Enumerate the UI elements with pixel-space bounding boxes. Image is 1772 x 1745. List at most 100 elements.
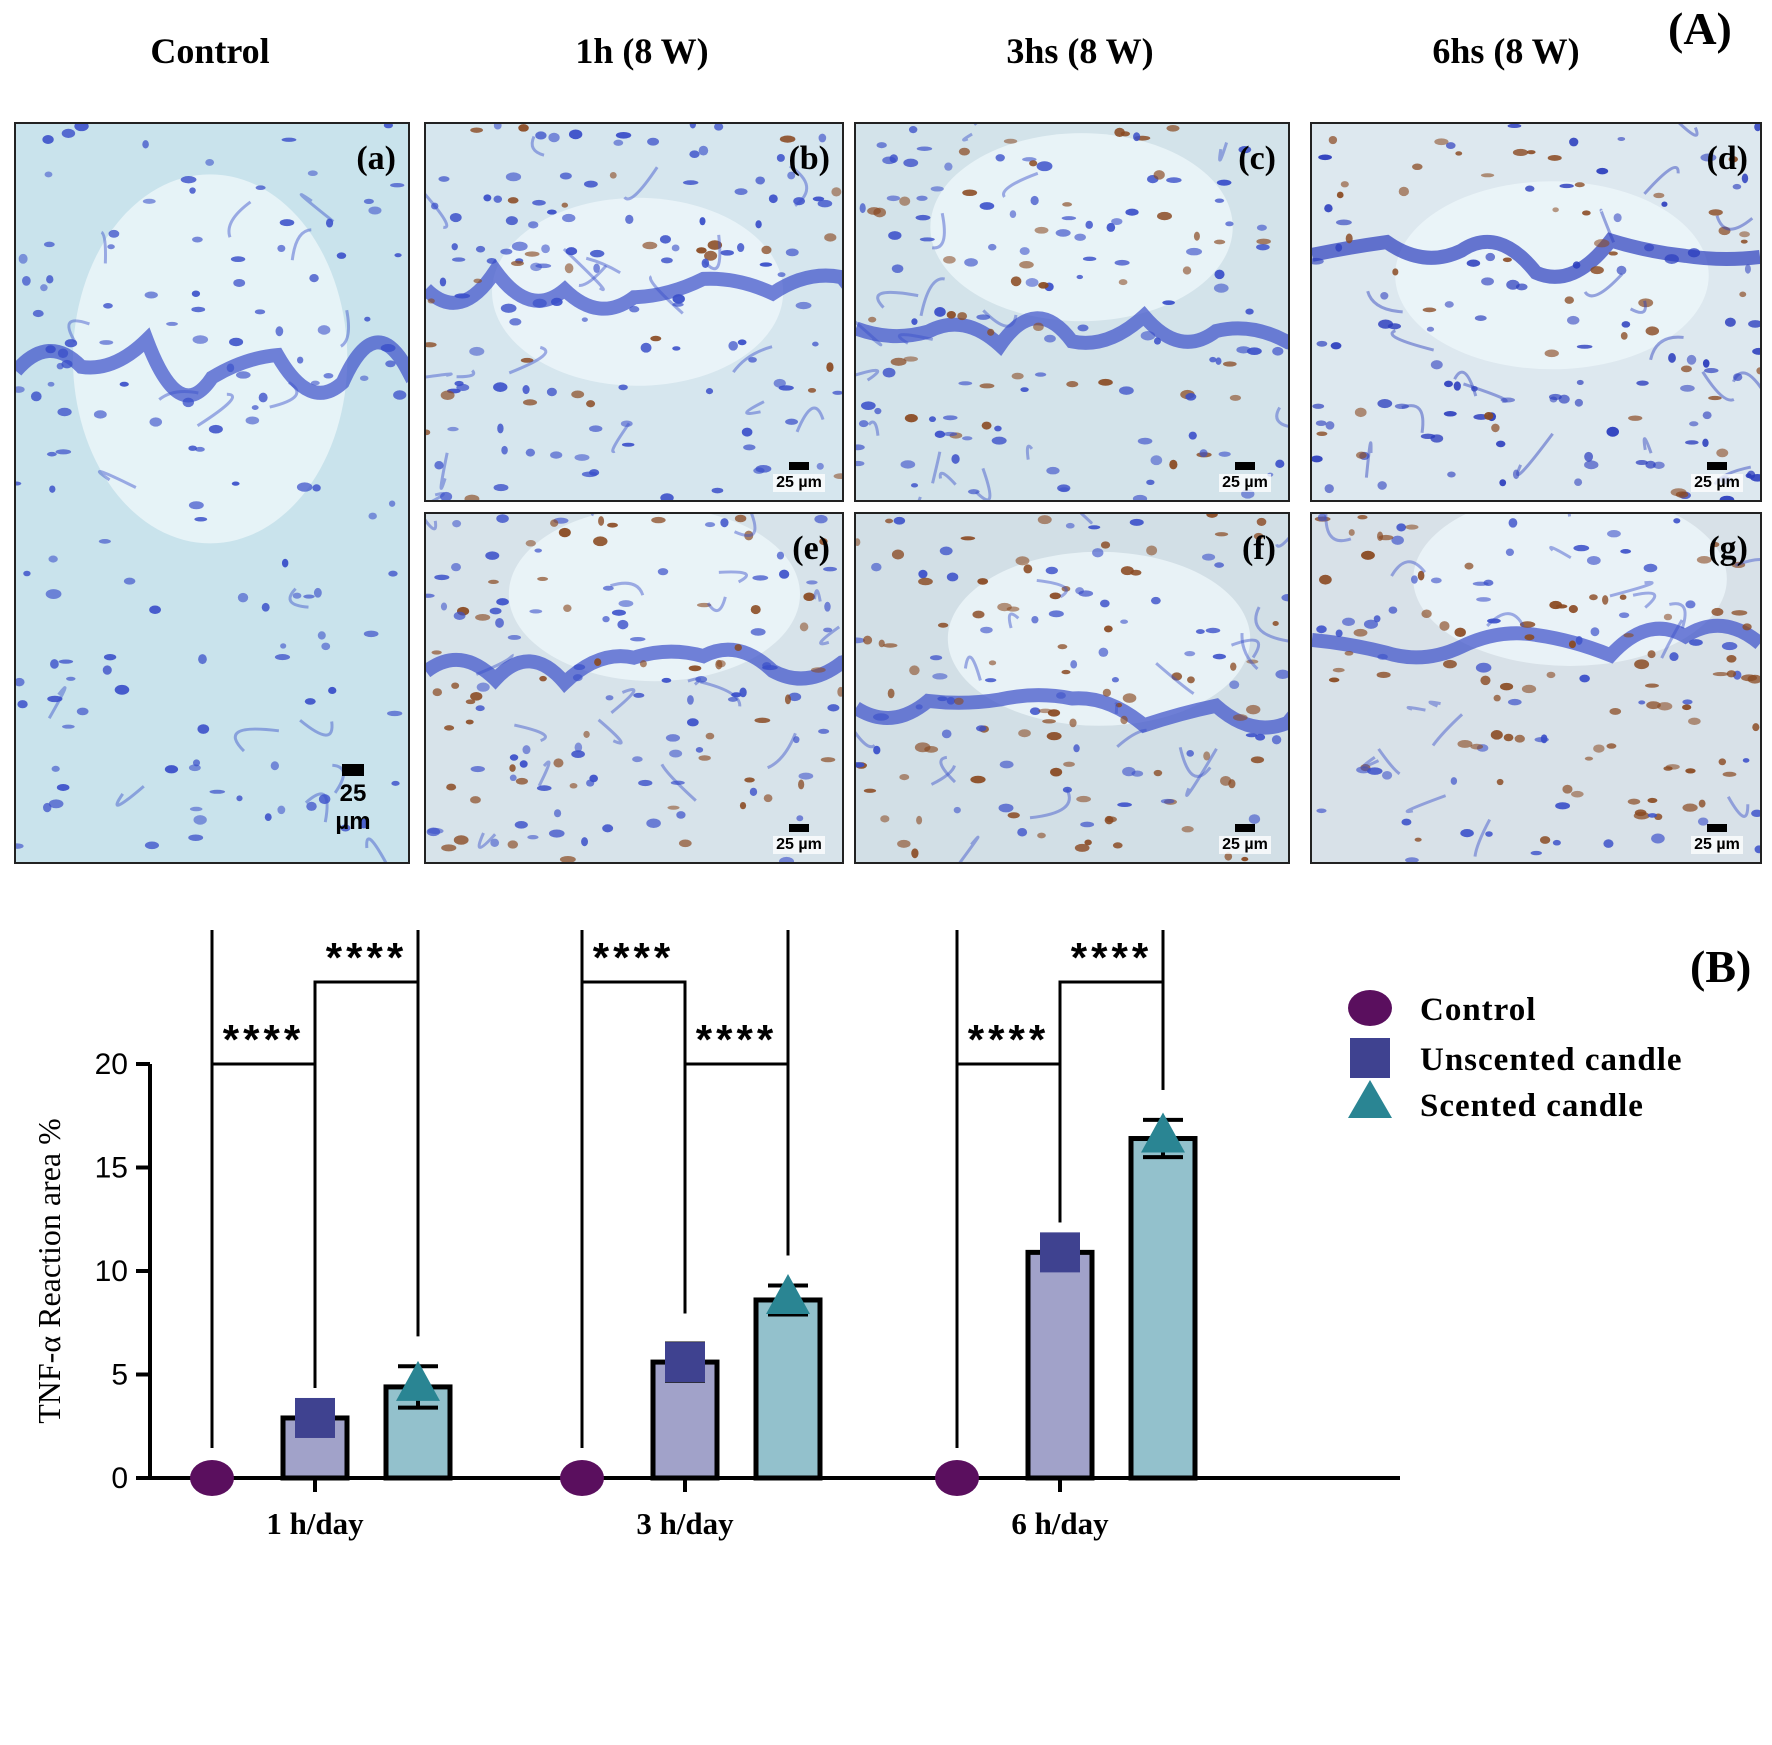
stained-cell <box>1084 839 1092 846</box>
nucleus <box>1420 433 1436 440</box>
epithelium-layer <box>426 642 842 693</box>
nucleus <box>1150 596 1161 605</box>
nucleus <box>1555 802 1571 810</box>
stained-cell <box>878 639 885 648</box>
nucleus <box>1316 625 1327 634</box>
stained-cell <box>867 207 881 215</box>
alveolar-septum <box>958 835 980 862</box>
nucleus <box>264 813 272 821</box>
stained-cell <box>1061 669 1071 675</box>
nucleus <box>43 241 55 248</box>
nucleus <box>671 244 680 252</box>
nucleus <box>1085 220 1093 229</box>
stained-cell <box>550 519 559 527</box>
stained-cell <box>1246 659 1259 664</box>
nucleus <box>1507 124 1522 129</box>
stained-cell <box>594 658 602 666</box>
y-tick-label: 0 <box>111 1462 128 1495</box>
nucleus <box>1020 387 1029 393</box>
nucleus <box>254 309 266 315</box>
nucleus <box>1025 278 1039 287</box>
nucleus <box>142 198 156 204</box>
stained-cell <box>962 189 978 197</box>
nucleus <box>934 307 946 317</box>
legend-marker-unscented <box>1350 1038 1390 1078</box>
bracket-line <box>955 930 1165 1448</box>
alveolar-septum <box>687 677 702 686</box>
alveolar-septum <box>47 686 67 719</box>
nucleus <box>1721 642 1738 651</box>
nucleus <box>270 761 279 771</box>
nucleus <box>672 346 681 351</box>
stained-cell <box>946 311 956 319</box>
nucleus <box>193 815 207 825</box>
stained-cell <box>1620 331 1628 340</box>
significance-bracket: **** <box>210 930 420 1448</box>
nucleus <box>1685 440 1699 445</box>
alveolar-septum <box>1254 606 1288 643</box>
nucleus <box>916 146 933 151</box>
nucleus <box>550 451 563 459</box>
stained-cell <box>1564 296 1574 304</box>
stained-cell <box>1722 771 1737 777</box>
stained-cell <box>833 473 842 480</box>
nucleus <box>827 704 840 712</box>
stained-cell <box>734 644 742 651</box>
scale-bar-a-label: 25 µm <box>335 780 371 835</box>
stained-cell <box>1454 627 1466 637</box>
stained-cell <box>440 390 455 401</box>
nucleus <box>1512 469 1520 480</box>
column-header-1h: 1h (8 W) <box>575 31 709 71</box>
nucleus <box>198 654 207 665</box>
nucleus <box>16 481 22 486</box>
stained-cell <box>1422 307 1437 313</box>
y-tick-label: 10 <box>95 1255 128 1288</box>
nucleus <box>368 206 382 215</box>
nucleus <box>1186 247 1203 256</box>
nucleus <box>108 229 120 238</box>
nucleus <box>1367 767 1383 775</box>
stained-cell <box>1345 233 1353 244</box>
stained-cell <box>1171 672 1183 681</box>
nucleus <box>1534 736 1549 743</box>
nucleus <box>1031 615 1039 624</box>
stained-cell <box>1063 761 1075 767</box>
alveolar-septum <box>897 333 934 345</box>
nucleus <box>1019 247 1030 256</box>
alveolar-septum <box>1405 794 1447 814</box>
nucleus <box>23 570 31 577</box>
nucleus <box>682 180 699 185</box>
alveolar-septum <box>648 275 684 315</box>
stained-cell <box>1105 816 1117 823</box>
nucleus <box>309 273 319 283</box>
nucleus <box>699 217 706 226</box>
nucleus <box>984 678 997 683</box>
nucleus <box>1377 398 1393 409</box>
nucleus <box>44 171 53 178</box>
alveolar-septum <box>477 832 497 849</box>
nucleus <box>48 555 58 563</box>
nucleus <box>581 317 588 322</box>
stained-cell <box>1663 613 1673 621</box>
stained-cell <box>868 316 877 323</box>
nucleus <box>1638 700 1646 705</box>
nucleus <box>1613 213 1622 223</box>
nucleus <box>66 676 76 681</box>
stained-cell <box>899 773 910 781</box>
nucleus <box>793 197 805 206</box>
nucleus <box>953 806 961 814</box>
stained-cell <box>1490 730 1503 740</box>
nucleus <box>876 142 887 149</box>
alveolar-septum <box>115 785 145 807</box>
nucleus <box>1073 744 1080 753</box>
nucleus <box>1195 629 1205 635</box>
stained-cell <box>1480 675 1491 686</box>
alveolar-septum <box>856 320 883 347</box>
stained-cell <box>979 383 995 389</box>
legend-label: Control <box>1420 992 1536 1028</box>
nucleus <box>1099 599 1110 608</box>
nucleus <box>903 158 919 168</box>
alveolar-septum <box>867 420 880 436</box>
nucleus <box>646 818 661 828</box>
alveolar-septum <box>508 345 548 375</box>
